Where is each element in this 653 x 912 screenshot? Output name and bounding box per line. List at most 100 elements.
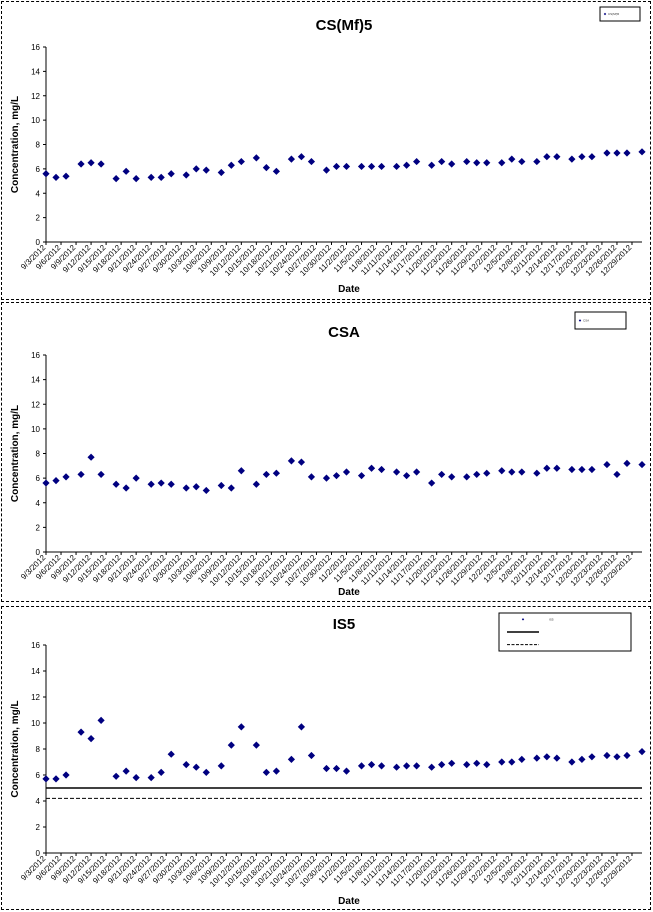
data-point [227,484,235,492]
data-point [448,160,456,168]
data-point [157,768,165,776]
data-point [202,768,210,776]
legend-marker-diamond [603,12,607,16]
data-point [498,758,506,766]
data-point [192,763,200,771]
data-point [377,762,386,770]
data-point [568,155,576,163]
data-point [553,754,561,762]
data-point [97,160,105,168]
data-point [167,170,175,178]
data-point [237,467,245,475]
data-point [413,468,421,476]
data-point [77,470,85,479]
legend-label: IS5 [549,617,554,621]
data-point [543,753,551,761]
legend-box [599,6,641,22]
data-point [77,160,85,168]
chart-title: IS5 [333,616,356,633]
data-point [132,474,140,482]
x-axis-label: Date [338,587,360,598]
data-point [463,157,471,166]
data-point [438,470,446,479]
y-tick-label: 16 [31,43,40,52]
data-point [112,175,120,183]
data-point [342,767,351,775]
data-point [568,758,576,766]
data-point [498,159,506,167]
data-point [638,148,646,156]
y-tick-label: 6 [36,771,41,780]
data-point [322,166,331,174]
y-tick-label: 12 [31,400,40,409]
data-point [52,476,60,485]
data-point [252,480,260,488]
data-point [603,751,611,760]
data-point [147,173,155,182]
y-tick-label: 8 [36,450,41,459]
y-axis-label: Concentration, mg/L [10,700,21,797]
y-tick-label: 2 [36,523,41,532]
data-point [272,167,280,175]
data-point [147,774,155,782]
data-point [52,173,60,182]
data-point [147,480,155,488]
data-point [603,460,611,469]
data-point [498,467,506,475]
data-point [167,750,175,758]
data-point [62,172,70,180]
data-point [307,157,316,166]
data-point [157,173,165,182]
y-tick-label: 10 [31,116,40,125]
data-point [377,162,386,171]
data-point [613,753,621,761]
y-tick-label: 16 [31,351,40,360]
data-point [533,469,541,477]
data-point [438,157,446,166]
data-point [322,764,331,773]
data-point [448,473,456,481]
data-point [367,162,376,171]
data-point [122,767,130,775]
data-point [97,716,105,724]
chart-svg: IS502468101214169/3/20129/6/20129/9/2012… [10,612,646,907]
y-tick-label: 16 [31,641,40,650]
data-point [252,741,260,749]
legend: CSA [574,311,627,330]
y-tick-label: 4 [36,499,41,508]
data-point [483,761,491,769]
data-point [262,768,270,776]
data-point [77,728,85,736]
data-point [157,479,165,487]
data-point [227,741,235,749]
data-point [403,161,411,169]
data-point [438,761,446,769]
data-point [473,759,481,767]
y-tick-label: 6 [36,165,41,174]
data-point [227,161,235,169]
data-point [578,153,586,161]
data-point [182,171,190,179]
data-point [518,157,526,166]
y-tick-label: 0 [36,238,41,247]
data-point [623,149,631,157]
data-point [578,465,586,474]
data-point [272,469,280,477]
data-point [508,155,516,163]
legend-label: CS(Mf)5 [608,12,619,16]
y-tick-label: 8 [36,141,41,150]
data-point [297,723,306,731]
data-point [192,483,200,491]
legend: CS(Mf)5 [599,6,641,22]
data-point [132,774,140,782]
data-point [377,465,386,474]
data-point [367,761,376,769]
data-point [237,723,245,731]
data-point [357,162,366,171]
data-point [342,162,351,171]
data-point [463,761,471,769]
data-point [217,168,225,177]
data-point [217,762,225,770]
y-tick-label: 4 [36,189,41,198]
data-point [392,162,401,171]
